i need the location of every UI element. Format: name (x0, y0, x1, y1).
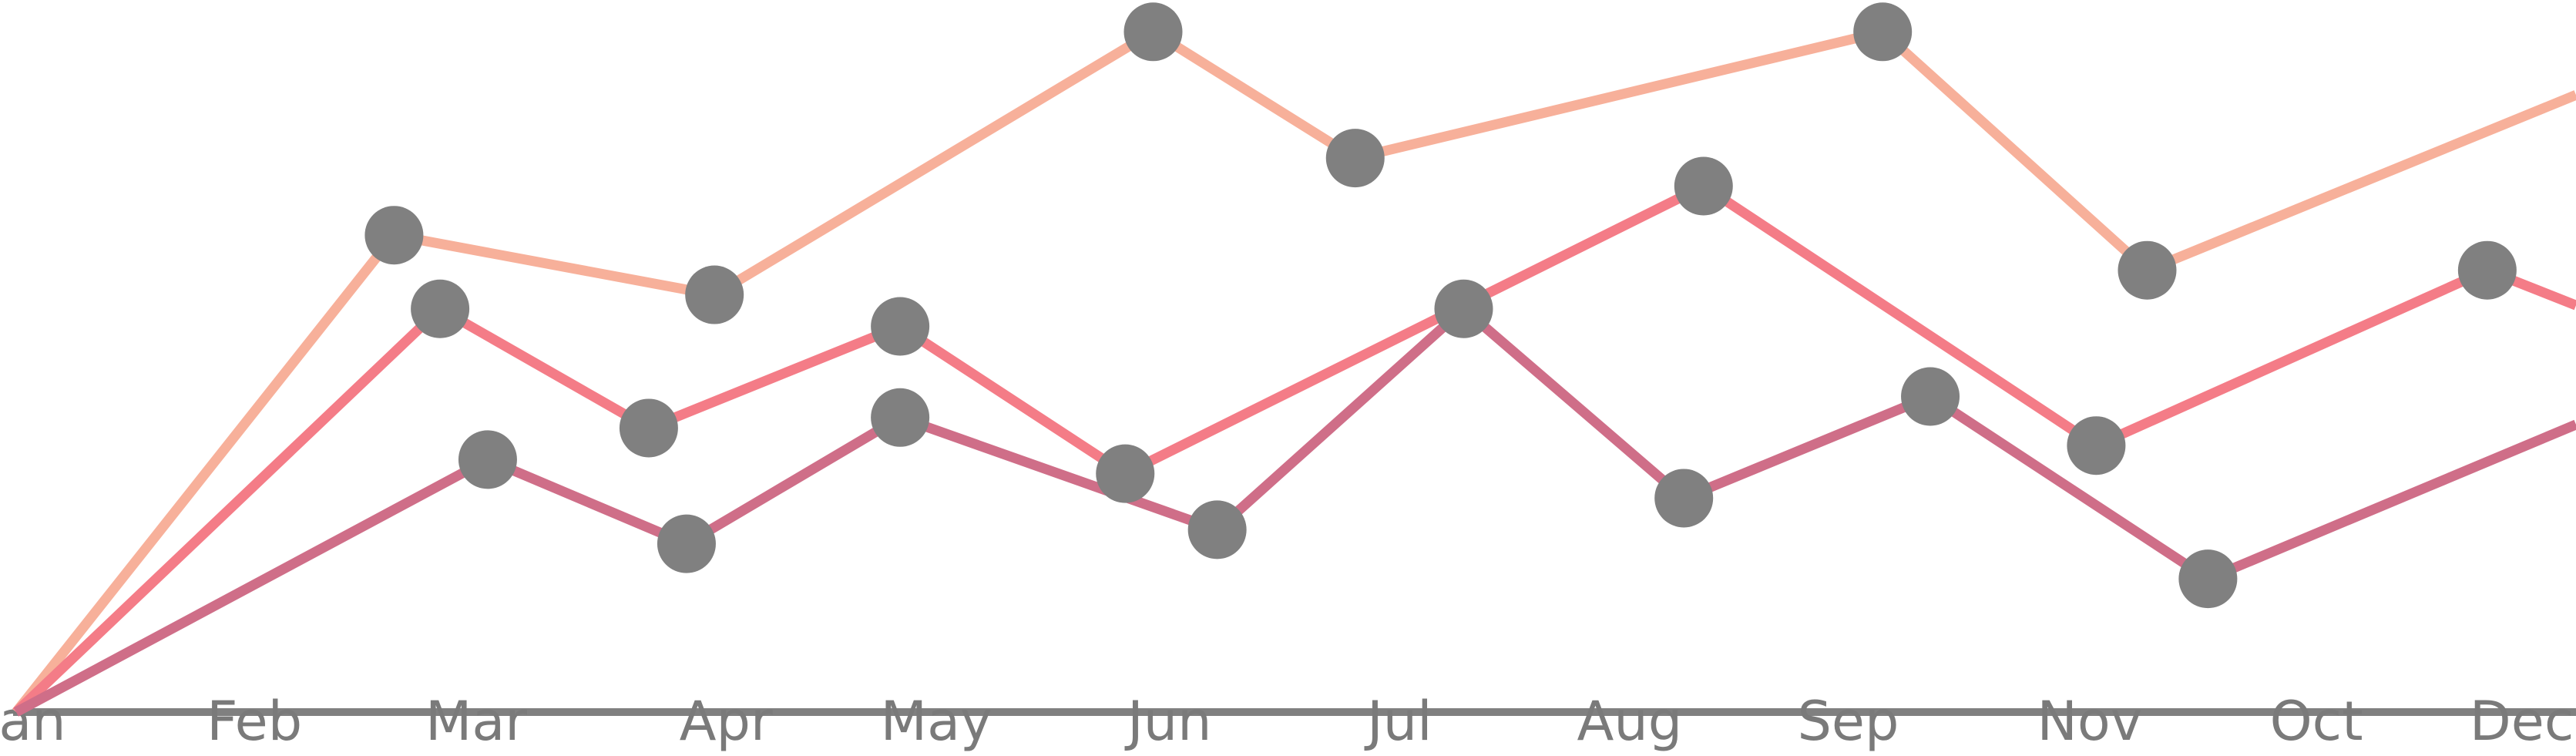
x-tick-label: Nov (2037, 690, 2143, 753)
point-marker (1325, 129, 1385, 188)
point-marker (1654, 469, 1714, 528)
x-tick-label: Jun (1124, 690, 1211, 753)
x-tick-label: Aug (1577, 690, 1682, 753)
point-marker (2178, 549, 2238, 609)
point-marker (1096, 444, 1155, 503)
point-marker (364, 206, 424, 265)
point-marker (657, 514, 716, 573)
point-marker (1674, 156, 1733, 216)
point-marker (2457, 240, 2517, 300)
point-marker (871, 297, 930, 356)
point-marker (1123, 2, 1183, 62)
point-marker (1853, 2, 1913, 62)
x-tick-label: Dec (2470, 690, 2574, 753)
point-marker (871, 388, 930, 447)
series-line (12, 181, 2576, 716)
x-tick-label: Sep (1797, 690, 1899, 753)
x-tick-label: Oct (2270, 690, 2363, 753)
x-tick-label: Apr (680, 690, 773, 753)
point-marker (2118, 240, 2177, 300)
point-marker (685, 265, 744, 324)
series-line (13, 304, 2576, 717)
point-marker (411, 279, 470, 338)
x-tick-label: May (881, 690, 992, 753)
point-marker (1434, 279, 1493, 338)
point-marker (1187, 500, 1247, 559)
point-marker (2067, 416, 2126, 475)
x-tick-label: Mar (425, 690, 527, 753)
point-marker (1901, 367, 1960, 426)
series-line (12, 26, 2576, 716)
point-marker (458, 430, 517, 489)
point-marker (619, 398, 678, 458)
x-tick-label: Jul (1364, 690, 1432, 753)
x-tick-label: Feb (207, 690, 302, 753)
